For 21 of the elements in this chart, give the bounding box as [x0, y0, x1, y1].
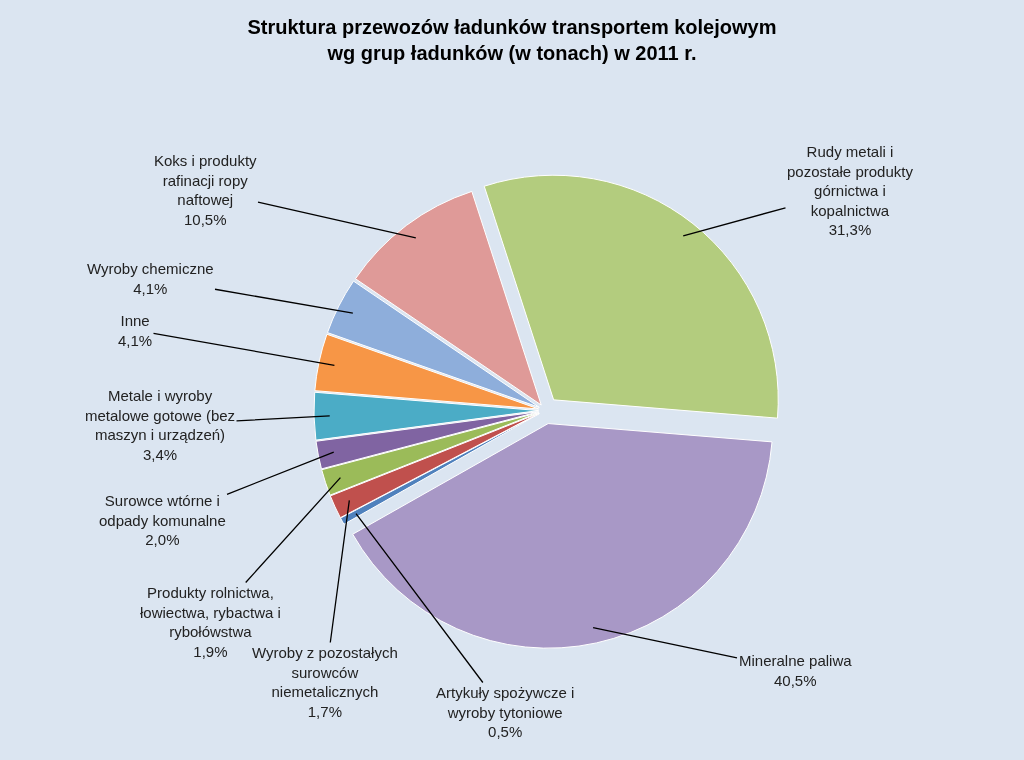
slice-label: Mineralne paliwa [739, 652, 853, 669]
data-label: 4,1% [133, 279, 168, 297]
slice-label: Produkty rolnictwa, łowiectwa, rybactwa i rybołówstwa [140, 584, 281, 640]
data-label: 0,5% [488, 723, 523, 740]
slice-label: Artykuły spożywcze i wyroby tytoniowe [436, 684, 575, 721]
data-label: 4,1% [118, 331, 153, 349]
data-label: 3,4% [142, 445, 178, 463]
slice-label: Rudy metali i pozostałe produkty górnictwa i kopalnictwa [787, 143, 914, 219]
slice-label: Koks i produkty rafinacji ropy naftowej [154, 152, 258, 208]
data-label: 2,0% [145, 531, 180, 548]
data-label: 31,3% [828, 221, 872, 238]
slice-label: Wyroby z pozostałych surowców niemetalicznych [252, 644, 398, 700]
data-label: 1,7% [307, 702, 342, 720]
slice-label: Wyroby chemiczne [87, 260, 214, 277]
slice-label: Inne [120, 312, 150, 329]
chart-title: Struktura przewozów ładunków transportem kolejowym wg grup ładunków (w tonach) w 2011 r. [247, 16, 777, 65]
slice-label: Metale i wyroby metalowe gotowe (bez maszyn i urządzeń) [85, 387, 236, 443]
data-label: 1,9% [193, 642, 228, 660]
data-label: 10,5% [184, 210, 227, 228]
slice-label: Surowce wtórne i odpady komunalne [99, 492, 226, 529]
data-label: 40,5% [774, 671, 817, 689]
